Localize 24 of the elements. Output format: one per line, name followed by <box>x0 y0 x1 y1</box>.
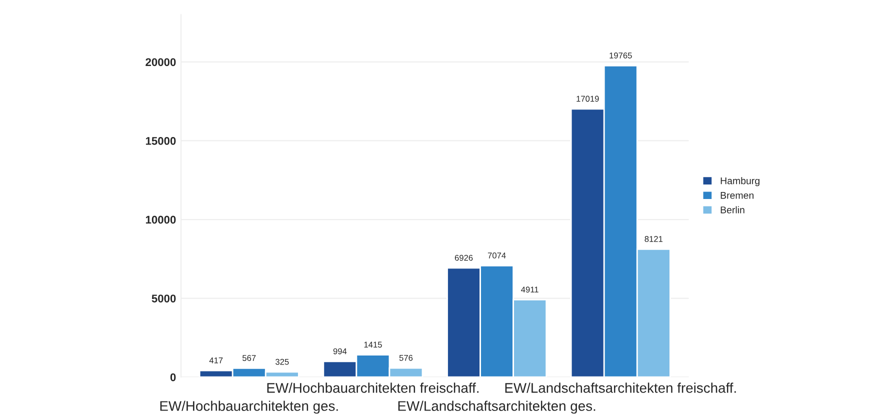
y-tick-label: 0 <box>170 373 176 382</box>
y-tick-label: 15000 <box>146 136 176 145</box>
y-tick-label: 10000 <box>146 216 176 224</box>
data-label: 8121 <box>644 236 663 242</box>
x-tick-label: EW/Hochbauarchitekten freischaff. <box>267 382 478 393</box>
y-tick-label: 5000 <box>152 294 176 302</box>
data-label: 7074 <box>488 252 506 258</box>
data-label: 17019 <box>576 96 599 102</box>
data-label: 417 <box>209 358 223 364</box>
legend-label: Hamburg <box>720 177 760 186</box>
data-label: 4911 <box>521 286 538 293</box>
data-label: 994 <box>333 348 347 354</box>
data-label: 6926 <box>454 254 473 261</box>
data-label: 1415 <box>364 342 382 348</box>
y-tick-label: 20000 <box>146 58 176 66</box>
x-tick-label: EW/Landschaftsarchitekten freischaff. <box>505 382 736 393</box>
data-label: 19765 <box>610 52 632 58</box>
x-tick-label: EW/Landschaftsarchitekten ges. <box>398 400 596 414</box>
data-label: 325 <box>276 358 289 365</box>
legend-label: Berlin <box>720 206 744 214</box>
legend-label: Bremen <box>720 192 754 199</box>
x-tick-label: EW/Hochbauarchitekten ges. <box>160 400 338 414</box>
data-label: 576 <box>399 354 413 361</box>
data-label: 567 <box>242 355 256 361</box>
